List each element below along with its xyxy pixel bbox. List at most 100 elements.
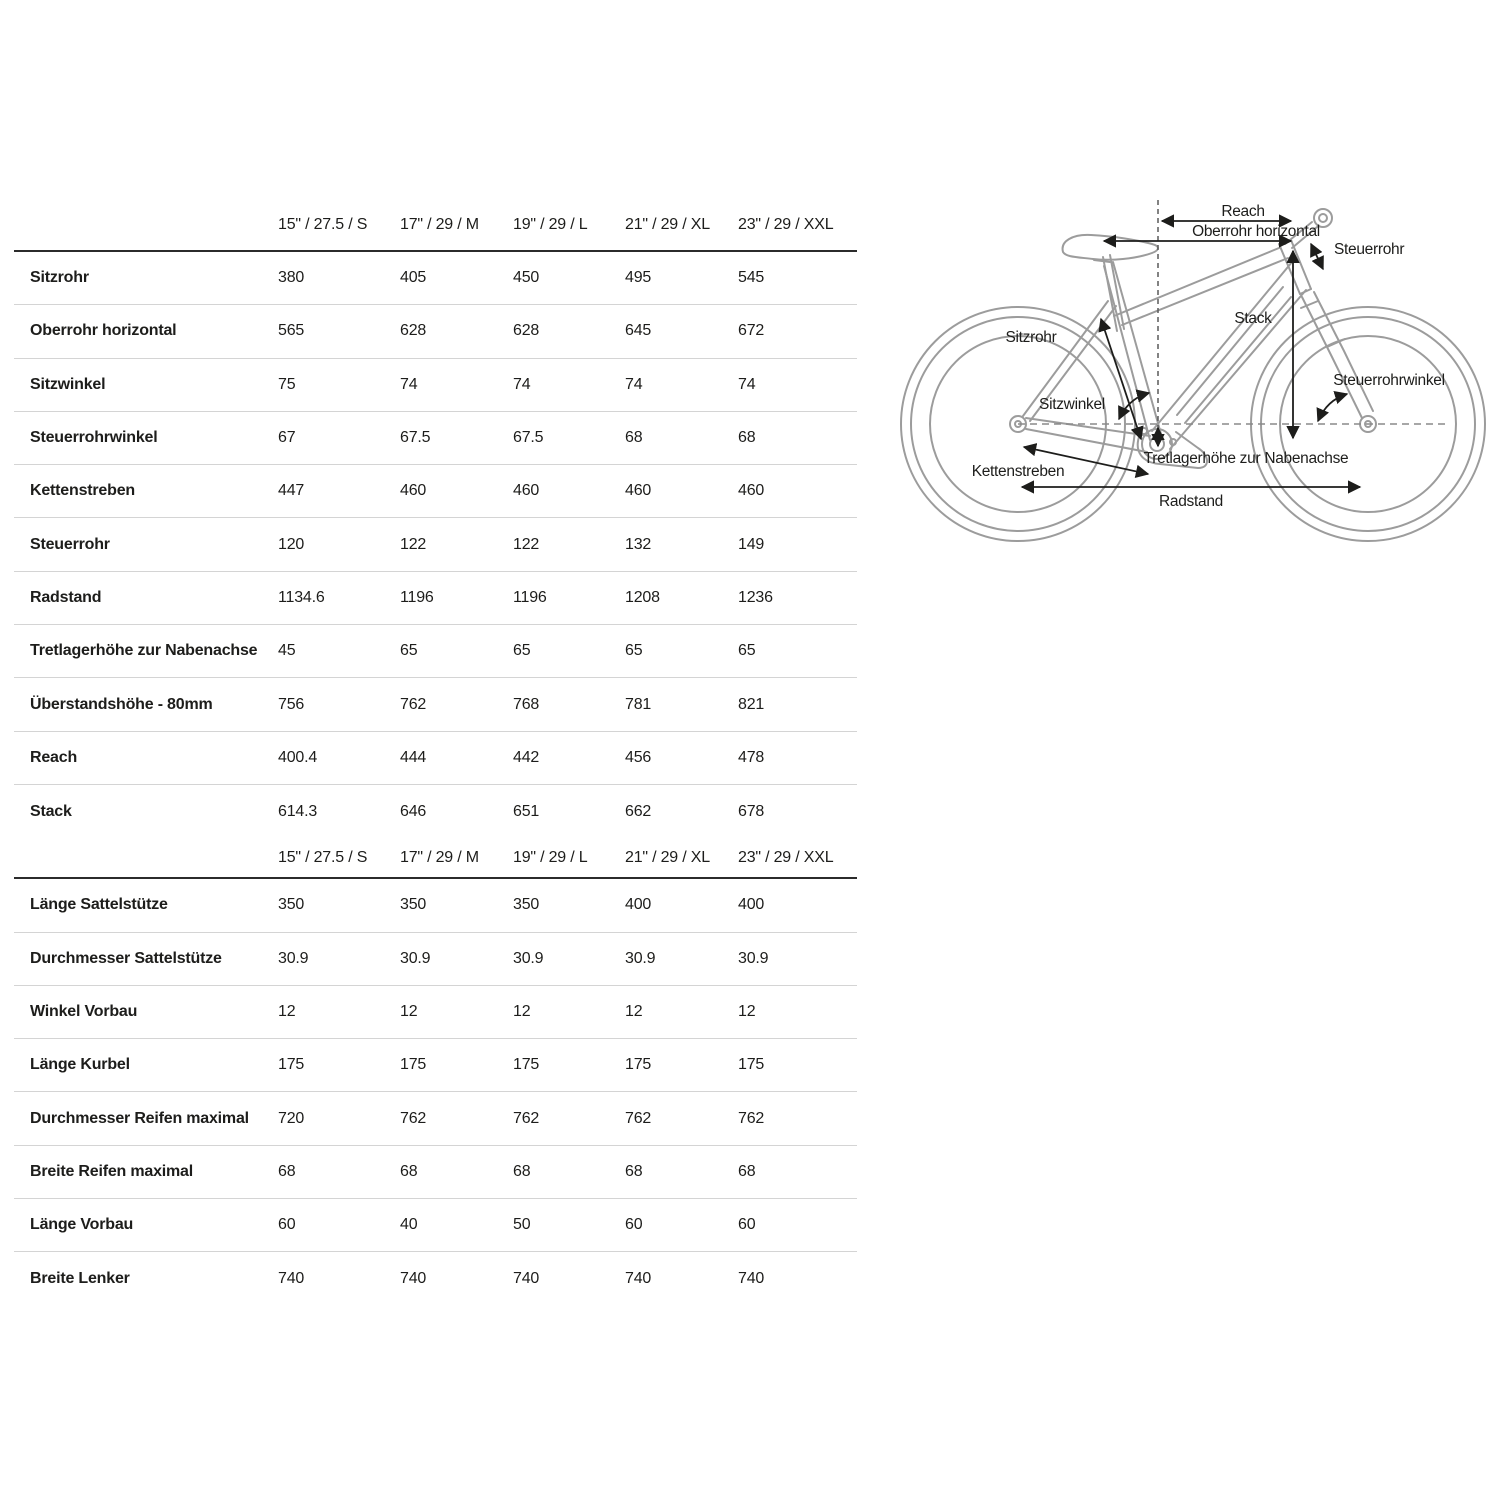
table-row: Durchmesser Reifen maximal 720 762 762 762 76… <box>14 1092 857 1146</box>
value-cell: 460 <box>738 482 765 500</box>
value-cell: 740 <box>278 1269 305 1287</box>
sitzrohr-arrow <box>1098 317 1144 441</box>
value-cell: 175 <box>513 1056 540 1074</box>
table-header-row: 15" / 27.5 / S 17" / 29 / M 19" / 29 / L 21… <box>14 200 857 252</box>
value-cell: 460 <box>400 482 427 500</box>
value-cell: 460 <box>513 482 540 500</box>
value-cell: 122 <box>400 535 427 553</box>
value-cell: 628 <box>513 322 540 340</box>
radstand-label: Radstand <box>1159 493 1223 510</box>
steuerrohrwinkel-label: Steuerrohrwinkel <box>1333 372 1445 389</box>
value-cell: 67.5 <box>513 429 544 447</box>
value-cell: 68 <box>738 429 756 447</box>
value-cell: 65 <box>738 642 756 660</box>
value-cell: 545 <box>738 269 765 287</box>
row-label: Steuerrohr <box>30 535 110 553</box>
row-label: Winkel Vorbau <box>30 1003 138 1020</box>
value-cell: 74 <box>625 375 643 393</box>
value-cell: 45 <box>278 642 296 660</box>
steuerrohr-label: Steuerrohr <box>1334 241 1404 258</box>
value-cell: 40 <box>400 1216 418 1234</box>
size-column-header: 21" / 29 / XL <box>625 216 710 233</box>
value-cell: 68 <box>625 1162 643 1180</box>
sitzwinkel-label: Sitzwinkel <box>1039 396 1105 413</box>
value-cell: 350 <box>278 896 305 914</box>
size-column-header: 21" / 29 / XL <box>625 848 710 866</box>
value-cell: 740 <box>738 1269 765 1287</box>
table-row: Länge Sattelstütze 350 350 350 400 400 <box>14 879 857 933</box>
table-row: Radstand 1134.6 1196 1196 1208 1236 <box>14 572 857 626</box>
value-cell: 456 <box>625 748 652 766</box>
value-cell: 781 <box>625 695 652 713</box>
value-cell: 74 <box>400 375 418 393</box>
value-cell: 149 <box>738 535 765 553</box>
size-column-header: 15" / 27.5 / S <box>278 848 368 866</box>
size-column-header: 23" / 29 / XXL <box>738 848 834 866</box>
steuerrohrwinkel-arc <box>1316 391 1349 423</box>
value-cell: 12 <box>400 1003 418 1020</box>
table-row: Kettenstreben 447 460 460 460 460 <box>14 465 857 519</box>
value-cell: 645 <box>625 322 652 340</box>
row-label: Breite Reifen maximal <box>30 1162 193 1180</box>
value-cell: 30.9 <box>278 949 309 967</box>
value-cell: 495 <box>625 269 652 287</box>
value-cell: 60 <box>278 1216 296 1234</box>
value-cell: 175 <box>400 1056 427 1074</box>
value-cell: 1236 <box>738 588 773 606</box>
value-cell: 12 <box>738 1003 756 1020</box>
value-cell: 350 <box>400 896 427 914</box>
row-label: Sitzwinkel <box>30 375 106 393</box>
value-cell: 768 <box>513 695 540 713</box>
table-row: Breite Reifen maximal 68 68 68 68 68 <box>14 1146 857 1200</box>
value-cell: 821 <box>738 695 765 713</box>
value-cell: 60 <box>738 1216 756 1234</box>
value-cell: 756 <box>278 695 305 713</box>
kettenstreben-label: Kettenstreben <box>972 463 1065 480</box>
stack-label: Stack <box>1234 310 1272 327</box>
value-cell: 662 <box>625 802 652 820</box>
value-cell: 400 <box>738 896 765 914</box>
value-cell: 12 <box>278 1003 296 1020</box>
row-label: Radstand <box>30 588 102 606</box>
value-cell: 762 <box>738 1109 765 1127</box>
table-row: Breite Lenker 740 740 740 740 740 <box>14 1252 857 1305</box>
table-row: Sitzwinkel 75 74 74 74 74 <box>14 359 857 412</box>
table-row: Länge Vorbau 60 40 50 60 60 <box>14 1199 857 1253</box>
value-cell: 30.9 <box>400 949 431 967</box>
table-row: Sitzrohr 380 405 450 495 545 <box>14 252 857 306</box>
row-label: Kettenstreben <box>30 482 135 500</box>
fork <box>1300 291 1374 419</box>
value-cell: 447 <box>278 482 305 500</box>
value-cell: 405 <box>400 269 427 287</box>
frame <box>1022 239 1312 453</box>
value-cell: 68 <box>738 1162 756 1180</box>
table-row: Stack 614.3 646 651 662 678 <box>14 785 857 838</box>
sitzrohr-label: Sitzrohr <box>1005 329 1056 346</box>
row-label: Länge Vorbau <box>30 1216 134 1234</box>
table-row: Oberrohr horizontal 565 628 628 645 672 <box>14 305 857 359</box>
value-cell: 444 <box>400 748 427 766</box>
value-cell: 740 <box>513 1269 540 1287</box>
bike-drawing <box>900 208 1486 542</box>
value-cell: 400.4 <box>278 748 318 766</box>
row-label: Länge Kurbel <box>30 1056 130 1074</box>
table-row: Steuerrohrwinkel 67 67.5 67.5 68 68 <box>14 412 857 466</box>
steuerrohr-arrow <box>1310 242 1324 271</box>
table-row: Überstandshöhe - 80mm 756 762 768 781 821 <box>14 678 857 732</box>
value-cell: 175 <box>738 1056 765 1074</box>
value-cell: 30.9 <box>738 949 769 967</box>
value-cell: 65 <box>513 642 531 660</box>
value-cell: 74 <box>738 375 756 393</box>
sitzwinkel-arc <box>1118 389 1151 421</box>
value-cell: 12 <box>513 1003 531 1020</box>
value-cell: 720 <box>278 1109 305 1127</box>
value-cell: 30.9 <box>513 949 544 967</box>
bike-geometry-diagram: Reach Oberrohr horizontal Steuerrohr Sta… <box>900 200 1486 542</box>
value-cell: 672 <box>738 322 765 340</box>
value-cell: 68 <box>278 1162 296 1180</box>
row-label: Durchmesser Reifen maximal <box>30 1109 249 1127</box>
row-label: Länge Sattelstütze <box>30 896 168 914</box>
row-label: Stack <box>30 802 72 820</box>
row-label: Durchmesser Sattelstütze <box>30 949 222 967</box>
value-cell: 74 <box>513 375 531 393</box>
